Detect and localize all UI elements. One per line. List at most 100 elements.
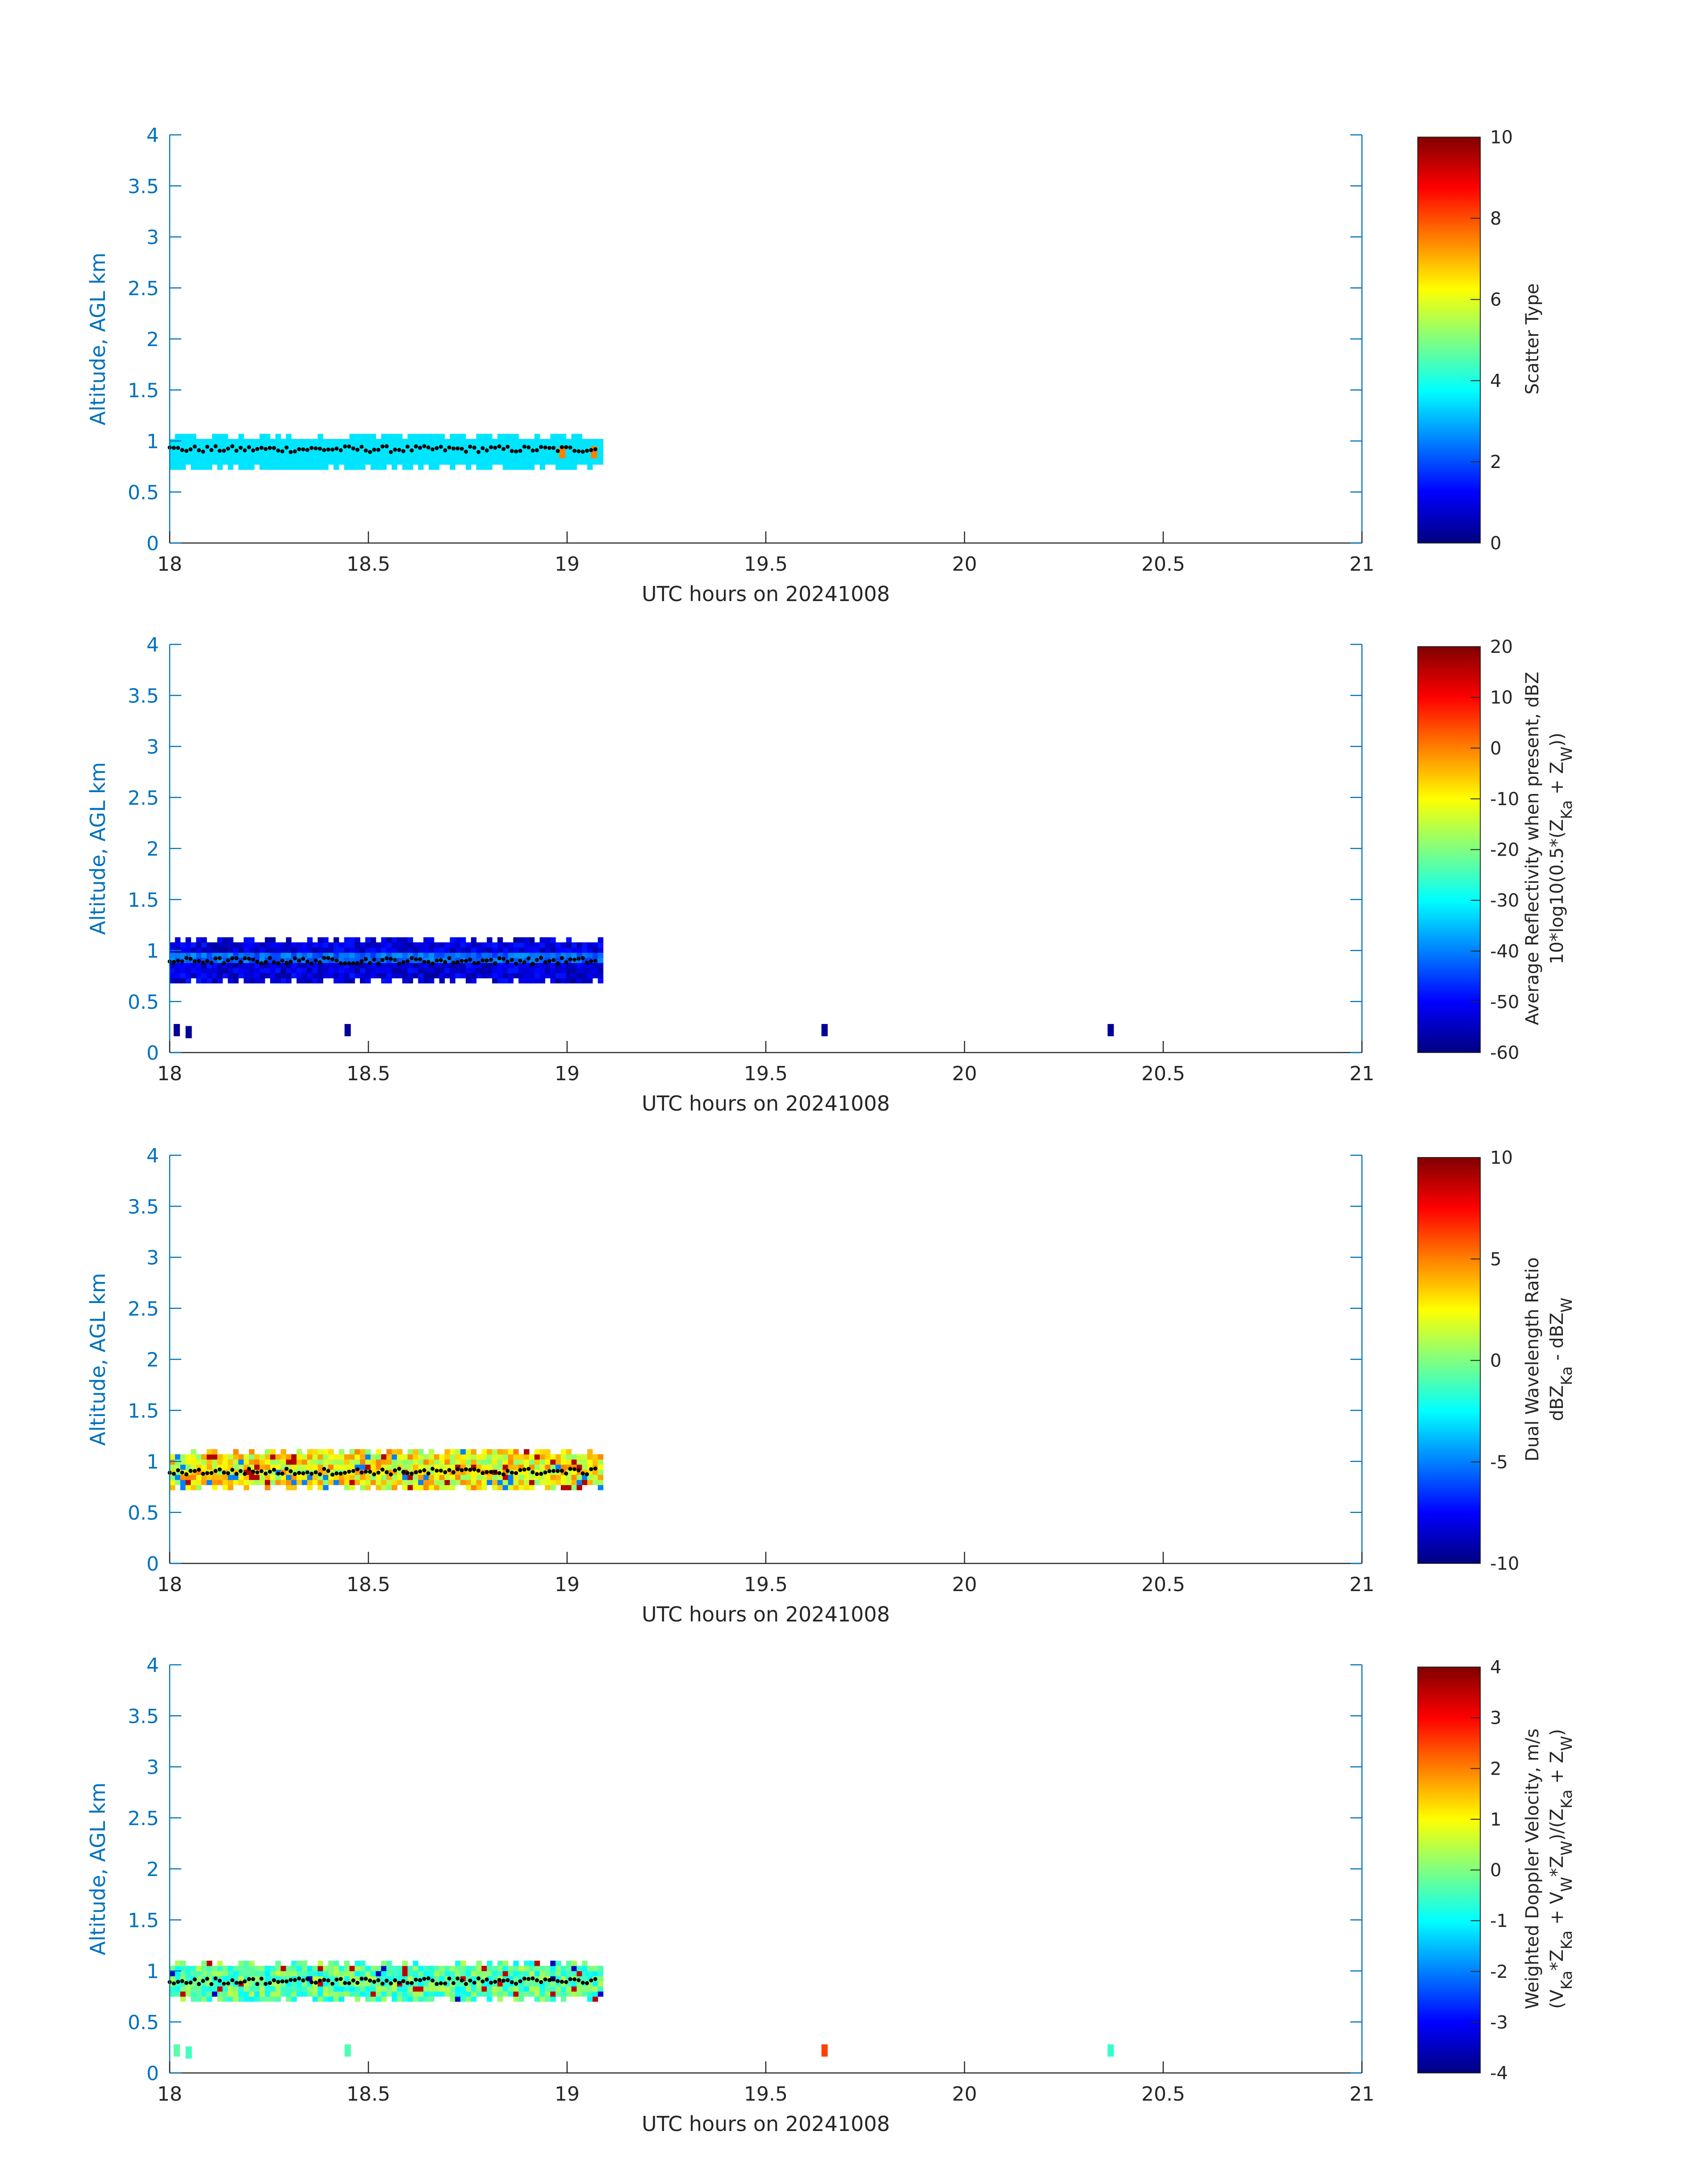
data-cell	[360, 973, 366, 978]
data-cell	[386, 1479, 392, 1485]
x-tick-label: 19.5	[744, 553, 788, 576]
data-cell	[513, 1449, 519, 1455]
data-cell	[497, 1971, 503, 1976]
data-cell	[180, 973, 186, 978]
colorbar-tick-label: 0	[1490, 1351, 1501, 1371]
marker-dot	[543, 1977, 547, 1981]
data-cell	[386, 1971, 392, 1976]
data-cell	[487, 1454, 493, 1460]
y-tick-label: 2	[146, 328, 159, 351]
data-cell	[402, 1479, 408, 1485]
marker-dot	[434, 446, 439, 450]
marker-dot	[438, 444, 443, 449]
data-cell	[338, 973, 345, 978]
data-cell	[539, 464, 545, 470]
marker-dot	[226, 958, 230, 962]
data-cell	[317, 937, 323, 943]
data-cell	[175, 973, 181, 978]
data-cell	[487, 1449, 493, 1455]
data-cell	[249, 1459, 255, 1465]
data-cell	[206, 947, 213, 953]
data-cell	[434, 953, 440, 958]
data-cell	[191, 1454, 196, 1460]
data-cell	[407, 454, 413, 460]
data-cell	[222, 973, 228, 978]
data-cell	[259, 454, 265, 460]
data-cell	[275, 444, 281, 450]
data-cell	[392, 1454, 397, 1460]
marker-dot	[397, 448, 401, 452]
data-cell	[524, 449, 530, 455]
data-cell	[413, 1966, 418, 1972]
data-cell	[376, 1986, 381, 1992]
data-cell	[497, 1996, 503, 2002]
data-cell	[333, 1971, 339, 1976]
marker-dot	[272, 1467, 276, 1472]
data-cell	[307, 1966, 313, 1972]
marker-dot	[413, 1977, 418, 1982]
x-tick-label: 20.5	[1141, 2083, 1185, 2106]
marker-dot	[418, 1978, 422, 1982]
colorbar-tick-label: 8	[1490, 209, 1501, 229]
data-cell	[529, 968, 535, 974]
data-cell	[529, 1991, 535, 1997]
data-cell	[360, 1475, 366, 1480]
data-cell	[312, 1986, 318, 1992]
data-cell	[265, 1485, 271, 1491]
data-cell	[439, 1966, 445, 1972]
data-cell	[201, 1475, 207, 1480]
data-cell	[407, 1454, 413, 1460]
data-cell	[238, 1991, 244, 1997]
data-cell	[286, 947, 292, 953]
data-cell	[370, 973, 376, 978]
marker-dot	[497, 444, 501, 449]
data-cell	[307, 1986, 313, 1992]
x-tick-label: 21	[1349, 2083, 1374, 2106]
data-cell	[275, 1991, 281, 1997]
marker-dot	[171, 1981, 176, 1985]
data-cell	[560, 464, 567, 470]
data-cell	[492, 1459, 498, 1465]
data-cell	[259, 1966, 265, 1972]
data-cell	[397, 1459, 403, 1465]
marker-dot	[551, 1977, 556, 1981]
data-cell	[170, 1966, 175, 1972]
data-cell	[545, 439, 551, 444]
data-cell	[180, 1485, 186, 1491]
data-cell	[376, 1966, 381, 1972]
data-cell	[185, 1966, 191, 1972]
data-cell	[381, 1986, 387, 1992]
data-cell	[275, 942, 281, 948]
data-cell	[275, 973, 281, 978]
marker-dot	[347, 1981, 351, 1985]
data-cell	[582, 1986, 588, 1992]
data-cell	[175, 1976, 181, 1981]
x-tick-label: 21	[1349, 553, 1374, 576]
data-cell	[439, 439, 445, 444]
data-cell	[471, 1971, 477, 1976]
colorbar-label-formula: 10*log10(0.5*(ZKa + ZW))	[1547, 733, 1576, 965]
data-cell	[497, 1960, 503, 1966]
data-cell	[212, 439, 218, 444]
marker-dot	[380, 444, 385, 449]
data-cell	[402, 459, 408, 465]
data-cell	[529, 1479, 535, 1485]
data-cell	[413, 439, 418, 444]
data-cell	[280, 962, 286, 968]
colorbar	[1417, 137, 1481, 543]
data-cell	[524, 459, 530, 465]
marker-dot	[489, 957, 493, 962]
data-cell	[550, 978, 556, 984]
marker-dot	[472, 1467, 476, 1472]
marker-dot	[564, 1471, 568, 1476]
data-cell	[228, 1479, 234, 1485]
data-cell	[513, 953, 519, 958]
data-cell	[233, 1986, 239, 1992]
data-cell	[471, 1966, 477, 1972]
data-cell	[513, 1479, 519, 1485]
data-cell	[180, 1479, 186, 1485]
marker-dot	[438, 958, 443, 962]
data-cell	[286, 942, 292, 948]
data-cell	[539, 978, 545, 984]
